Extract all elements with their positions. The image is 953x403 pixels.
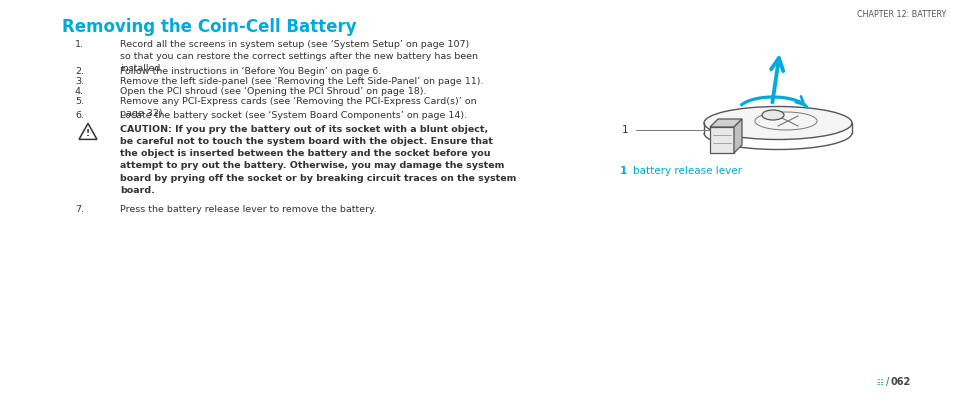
Text: 1: 1 (619, 166, 626, 176)
Text: Press the battery release lever to remove the battery.: Press the battery release lever to remov… (120, 205, 376, 214)
Polygon shape (733, 119, 741, 153)
Text: 2.: 2. (75, 67, 84, 76)
Text: 4.: 4. (75, 87, 84, 96)
Text: Record all the screens in system setup (see ‘System Setup’ on page 107)
so that : Record all the screens in system setup (… (120, 40, 477, 73)
Text: 3.: 3. (75, 77, 84, 86)
Polygon shape (709, 119, 741, 127)
Ellipse shape (761, 110, 783, 120)
Text: !: ! (86, 129, 90, 138)
Text: Remove any PCI-Express cards (see ‘Removing the PCI-Express Card(s)’ on
page 32): Remove any PCI-Express cards (see ‘Remov… (120, 97, 476, 118)
Text: /: / (885, 377, 888, 387)
Text: Locate the battery socket (see ‘System Board Components’ on page 14).: Locate the battery socket (see ‘System B… (120, 111, 467, 120)
Text: 1: 1 (620, 125, 627, 135)
Ellipse shape (703, 106, 851, 139)
Text: Remove the left side-panel (see ‘Removing the Left Side-Panel’ on page 11).: Remove the left side-panel (see ‘Removin… (120, 77, 483, 86)
Text: 062: 062 (890, 377, 910, 387)
Text: ☷: ☷ (875, 378, 882, 387)
Text: CAUTION: If you pry the battery out of its socket with a blunt object,
be carefu: CAUTION: If you pry the battery out of i… (120, 125, 516, 195)
Text: 5.: 5. (75, 97, 84, 106)
Text: Removing the Coin-Cell Battery: Removing the Coin-Cell Battery (62, 18, 356, 36)
Text: battery release lever: battery release lever (633, 166, 741, 176)
Text: 6.: 6. (75, 111, 84, 120)
Polygon shape (709, 127, 733, 153)
Text: 1.: 1. (75, 40, 84, 49)
Text: CHAPTER 12: BATTERY: CHAPTER 12: BATTERY (856, 10, 945, 19)
Text: 7.: 7. (75, 205, 84, 214)
Text: Open the PCI shroud (see ‘Opening the PCI Shroud’ on page 18).: Open the PCI shroud (see ‘Opening the PC… (120, 87, 426, 96)
Text: Follow the instructions in ‘Before You Begin’ on page 6.: Follow the instructions in ‘Before You B… (120, 67, 381, 76)
